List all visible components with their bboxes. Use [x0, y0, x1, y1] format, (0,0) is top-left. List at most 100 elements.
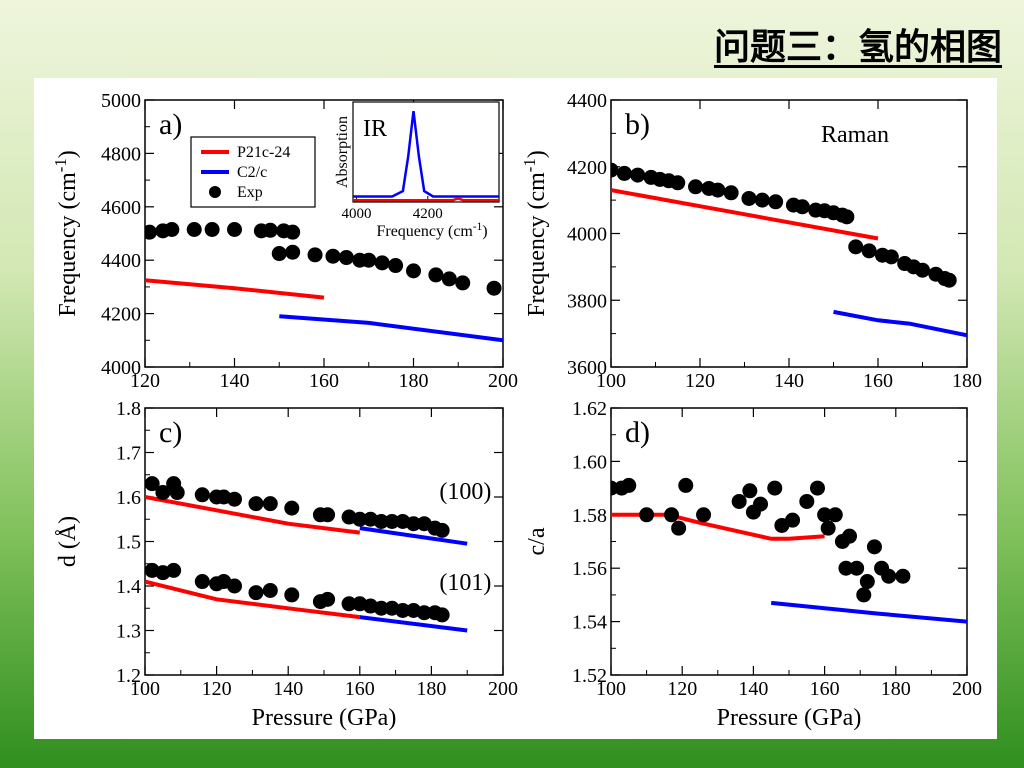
plot-area: [145, 221, 503, 343]
series-line: [771, 600, 967, 624]
legend: P21c-24 C2/c Exp: [190, 136, 316, 208]
data-point: [204, 221, 220, 237]
data-point: [406, 516, 421, 532]
y-tick-label: 1.62: [572, 398, 607, 420]
data-point: [284, 587, 300, 603]
panel-annotation: Raman: [821, 122, 889, 148]
data-point: [611, 162, 619, 178]
data-point: [664, 507, 680, 523]
data-point: [164, 221, 180, 237]
inset-y-axis-label: Absorption: [334, 116, 351, 188]
x-tick-label: 120: [202, 678, 232, 700]
y-tick-label: 1.2: [116, 665, 141, 687]
data-point: [639, 507, 655, 523]
data-point: [434, 522, 450, 538]
inset-series-line: [353, 110, 499, 198]
data-point: [794, 199, 810, 215]
y-tick-label: 5000: [101, 90, 141, 112]
x-tick-label: 120: [130, 370, 160, 392]
data-point: [842, 528, 858, 544]
data-point: [817, 507, 833, 523]
data-point: [384, 513, 400, 529]
x-axis-label: Pressure (GPa): [252, 705, 397, 731]
x-tick-label: 100: [596, 370, 626, 392]
y-tick-label: 3800: [567, 290, 607, 312]
data-point: [848, 239, 864, 255]
data-point: [352, 511, 368, 527]
inset-x-tick-label: 4200: [413, 206, 443, 222]
y-tick-label: 3600: [567, 357, 607, 379]
data-point: [428, 267, 444, 283]
x-tick-label: 120: [685, 370, 715, 392]
series-line: [145, 579, 361, 620]
data-point: [307, 247, 323, 263]
inset-frame: [352, 101, 500, 203]
y-tick-label: 1.52: [572, 665, 607, 687]
series-line: [611, 512, 825, 541]
series-line: [833, 309, 967, 338]
series-line: [359, 615, 468, 633]
x-tick-label: 180: [399, 370, 429, 392]
plot-frame: [610, 99, 968, 368]
data-point: [486, 280, 502, 296]
data-point: [678, 477, 694, 493]
data-point: [325, 248, 341, 264]
data-point: [320, 591, 336, 607]
data-point: [406, 263, 421, 279]
panel-letter: a): [159, 108, 182, 141]
series-annotation: (100): [439, 479, 491, 505]
data-point: [710, 182, 726, 198]
data-point: [361, 252, 377, 268]
x-tick-label: 180: [881, 678, 911, 700]
x-tick-label: 160: [863, 370, 893, 392]
data-point: [284, 500, 300, 516]
data-point: [227, 491, 242, 507]
data-point: [856, 587, 872, 603]
x-tick-label: 200: [488, 370, 518, 392]
data-point: [621, 477, 637, 493]
data-point: [866, 539, 882, 555]
x-tick-label: 180: [416, 678, 446, 700]
data-point: [338, 250, 354, 266]
data-point: [723, 185, 739, 201]
slide-title: 问题三：氢的相图: [713, 27, 1002, 68]
inset-x-axis-label: Frequency (cm-1): [376, 221, 487, 240]
data-point: [688, 179, 704, 195]
chart-panel-4: 100 120 140 160 180 200 1.52 1.54 1.56 1.58 1.60 1.…: [524, 398, 982, 731]
y-tick-label: 1.5: [116, 532, 141, 554]
legend-entry: Exp: [237, 184, 263, 201]
y-tick-label: 1.58: [572, 505, 607, 527]
data-point: [227, 578, 242, 594]
data-point: [434, 607, 450, 623]
series-line: [145, 495, 361, 535]
y-tick-label: 1.60: [572, 451, 607, 473]
data-point: [373, 513, 389, 529]
x-tick-label: 160: [810, 678, 840, 700]
data-point: [616, 165, 632, 181]
panel-letter: c): [159, 416, 182, 449]
inset-series-line: [353, 197, 499, 202]
inset-x-tick-label: 4000: [342, 206, 372, 222]
legend-entry: P21c-24: [237, 144, 290, 161]
data-point: [285, 224, 301, 240]
data-point: [767, 480, 783, 496]
y-tick-label: 1.7: [116, 443, 141, 465]
x-tick-label: 140: [738, 678, 768, 700]
x-tick-label: 100: [596, 678, 626, 700]
data-point: [455, 275, 471, 291]
y-tick-label: 4400: [101, 250, 141, 272]
data-point: [145, 476, 160, 492]
data-point: [820, 520, 836, 536]
y-axis-label: Frequency (cm-1): [520, 150, 551, 317]
chart-panel-1: 120 140 160 180 200 4000 4200 4400 4600 4800 5000 F…: [51, 90, 519, 392]
plot-area: [611, 162, 967, 338]
data-point: [881, 568, 897, 584]
data-point: [374, 255, 390, 271]
x-tick-label: 180: [952, 370, 982, 392]
series-line: [359, 526, 468, 546]
panel-letter: b): [625, 108, 650, 141]
x-axis-label: Pressure (GPa): [717, 705, 862, 731]
data-point: [827, 507, 843, 523]
data-point: [670, 175, 686, 191]
y-tick-label: 1.54: [572, 612, 607, 634]
